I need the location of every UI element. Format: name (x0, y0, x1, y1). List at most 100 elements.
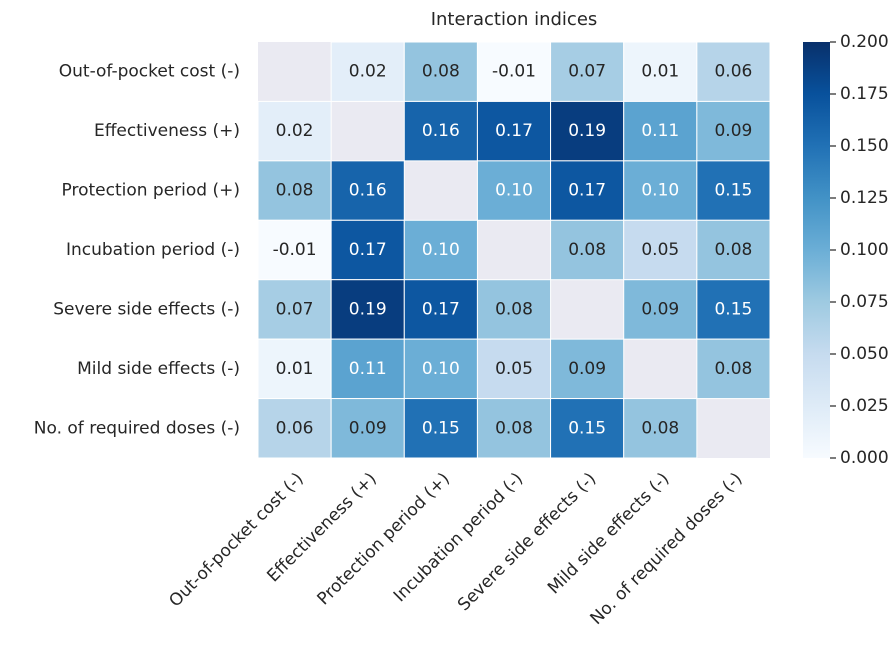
heatmap-cell (330, 41, 405, 102)
heatmap-cell (476, 41, 552, 102)
chart-title: Interaction indices (431, 9, 598, 30)
cell-label: 0.19 (568, 121, 606, 141)
heatmap-cell (330, 398, 405, 459)
y-tick-label: Incubation period (-) (66, 240, 240, 260)
colorbar-tick-label: 0.075 (840, 292, 889, 312)
cell-label: 0.08 (276, 181, 314, 201)
cell-label: 0.15 (422, 418, 460, 438)
colorbar-tick-label: 0.000 (840, 448, 889, 468)
cell-label: 0.10 (422, 240, 460, 260)
heatmap-cell (476, 160, 552, 221)
heatmap-cell (550, 338, 625, 400)
heatmap-cell (257, 100, 332, 162)
cell-label: -0.01 (273, 240, 317, 260)
y-tick-label: No. of required doses (-) (34, 418, 240, 438)
cell-label: 0.16 (422, 121, 460, 141)
cell-label: 0.06 (276, 418, 314, 438)
heatmap-cell (550, 219, 625, 281)
cell-label: 0.08 (714, 240, 752, 260)
cell-label: 0.17 (495, 121, 533, 141)
colorbar-tick-label: 0.150 (840, 136, 889, 156)
cell-label: 0.01 (641, 62, 679, 82)
heatmap-cell (696, 160, 771, 221)
heatmap-cell (550, 100, 625, 162)
colorbar-tick-label: 0.025 (840, 396, 889, 416)
y-tick-label: Protection period (+) (62, 181, 240, 201)
heatmap-cell (330, 160, 405, 221)
heatmap-cell (696, 338, 771, 400)
heatmap-cell (550, 160, 625, 221)
cell-label: 0.05 (495, 359, 533, 379)
cell-label: 0.08 (422, 62, 460, 82)
heatmap-cell (696, 219, 771, 281)
colorbar-tick-label: 0.200 (840, 32, 889, 52)
heatmap-cell (403, 100, 478, 162)
heatmap-cell (403, 219, 478, 281)
heatmap-cell (257, 160, 332, 221)
cell-label: 0.09 (641, 299, 679, 319)
heatmap-cell (257, 219, 332, 281)
cell-label: 0.08 (714, 359, 752, 379)
cell-label: 0.15 (714, 299, 752, 319)
cell-label: 0.07 (568, 62, 606, 82)
cell-label: 0.01 (276, 359, 314, 379)
x-tick-label: Out-of-pocket cost (-) (165, 469, 307, 611)
cell-label: 0.17 (349, 240, 387, 260)
x-tick-label: Severe side effects (-) (454, 469, 600, 615)
cell-label: 0.11 (349, 359, 387, 379)
cell-label: 0.17 (568, 181, 606, 201)
colorbar (803, 42, 830, 458)
cell-label: 0.08 (495, 299, 533, 319)
heatmap-cell (696, 100, 771, 162)
y-tick-label: Mild side effects (-) (77, 359, 240, 379)
heatmap-cell (403, 41, 478, 102)
cell-label: 0.10 (495, 181, 533, 201)
cell-label: 0.11 (641, 121, 679, 141)
heatmap-cell (623, 279, 698, 340)
cell-label: 0.09 (568, 359, 606, 379)
cell-label: 0.06 (714, 62, 752, 82)
cell-label: 0.02 (349, 62, 387, 82)
x-tick-label: Incubation period (-) (390, 469, 527, 606)
cell-label: 0.16 (349, 181, 387, 201)
cell-label: 0.08 (641, 418, 679, 438)
x-tick-label: Protection period (+) (314, 469, 454, 609)
cell-label: 0.09 (714, 121, 752, 141)
heatmap-cell (623, 398, 698, 459)
heatmap-cell (257, 398, 332, 459)
colorbar-tick-label: 0.125 (840, 188, 889, 208)
x-tick-label: Mild side effects (-) (544, 469, 673, 598)
heatmap-cell (550, 398, 625, 459)
cell-label: 0.19 (349, 299, 387, 319)
y-tick-label: Severe side effects (-) (53, 299, 240, 319)
cell-label: -0.01 (492, 62, 536, 82)
heatmap-cell (403, 398, 478, 459)
heatmap-cell (476, 100, 552, 162)
cell-label: 0.10 (641, 181, 679, 201)
x-tick-label: No. of required doses (-) (587, 469, 747, 629)
cell-label: 0.07 (276, 299, 314, 319)
cell-label: 0.15 (714, 181, 752, 201)
cell-label: 0.15 (568, 418, 606, 438)
colorbar-tick-label: 0.100 (840, 240, 889, 260)
cell-label: 0.08 (568, 240, 606, 260)
cell-label: 0.08 (495, 418, 533, 438)
heatmap-cell (257, 338, 332, 400)
heatmap-cell (330, 279, 405, 340)
colorbar-tick-label: 0.175 (840, 84, 889, 104)
heatmap-cell (257, 279, 332, 340)
heatmap-cell (330, 219, 405, 281)
heatmap-cell (623, 160, 698, 221)
y-tick-label: Effectiveness (+) (94, 121, 240, 141)
colorbar-tick-label: 0.050 (840, 344, 889, 364)
cell-label: 0.02 (276, 121, 314, 141)
heatmap-cell (696, 279, 771, 340)
heatmap-cell (476, 279, 552, 340)
cell-label: 0.17 (422, 299, 460, 319)
y-tick-label: Out-of-pocket cost (-) (59, 62, 240, 82)
cell-label: 0.10 (422, 359, 460, 379)
heatmap-cell (623, 219, 698, 281)
cell-label: 0.05 (641, 240, 679, 260)
cell-label: 0.09 (349, 418, 387, 438)
